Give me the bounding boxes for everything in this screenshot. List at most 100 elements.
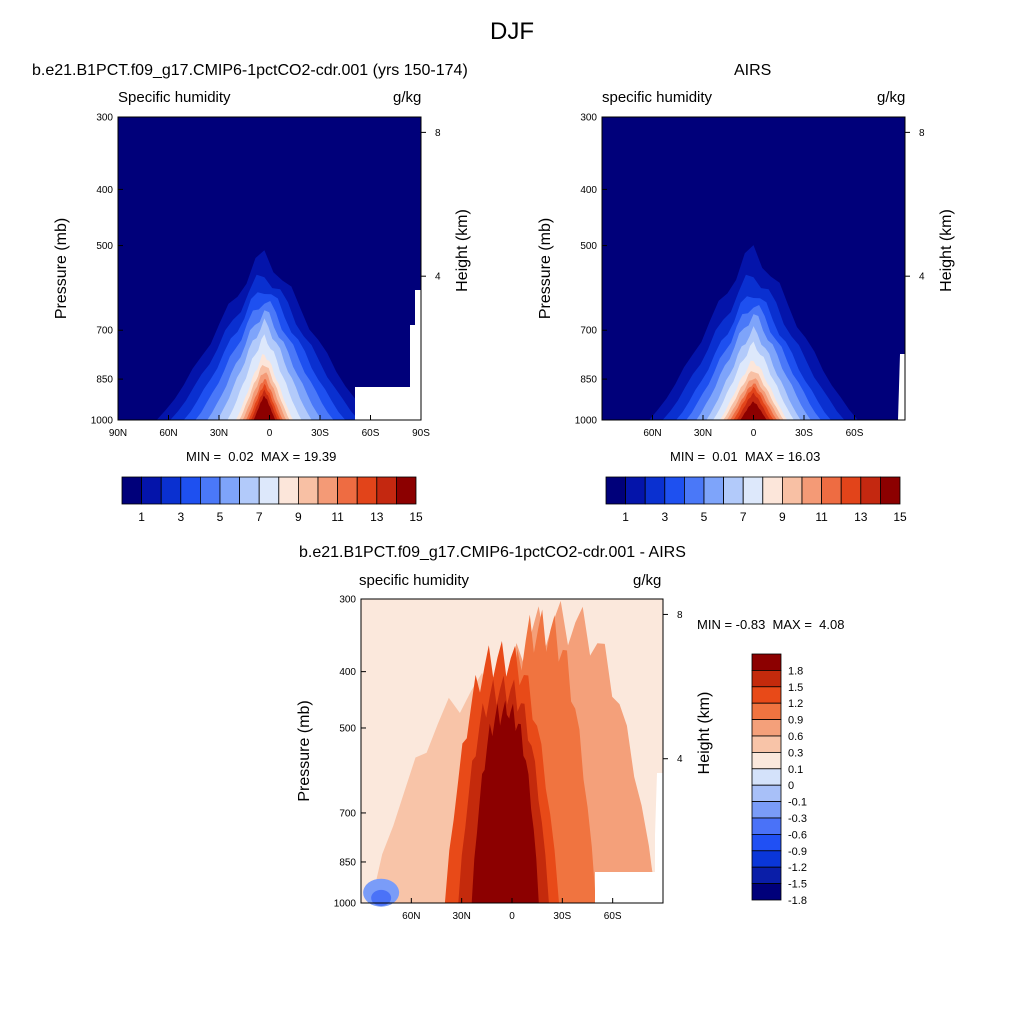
panel1-colorbar-label: 13 (370, 510, 384, 524)
panel3-colorbar-box (751, 653, 782, 671)
panel1-ytick-label: 1000 (91, 416, 114, 427)
panel3-colorbar-box (751, 834, 782, 852)
panel1-xtick-label: 60N (159, 428, 177, 439)
panel1-colorbar-box (121, 476, 143, 505)
panel1-colorbar-box (258, 476, 280, 505)
panel3-colorbar-label: -0.1 (788, 797, 807, 809)
panel1-colorbar-label: 1 (138, 510, 145, 524)
panel1-xtick-label: 30S (311, 428, 329, 439)
panel1-max-value: 19.39 (303, 449, 337, 464)
panel2-colorbar-label: 5 (701, 510, 708, 524)
panel3-max-label: MAX = (772, 617, 812, 632)
panel2-contour-level (740, 401, 767, 420)
panel2-colorbar-box (880, 476, 901, 505)
panel1-colorbar-label: 9 (295, 510, 302, 524)
panel3-colorbar-label: 0.6 (788, 731, 803, 743)
panel2-xtick-label: 0 (751, 428, 757, 439)
panel1-colorbar-label: 7 (256, 510, 263, 524)
panel1-ytick-label: 700 (96, 326, 113, 337)
panel3-negative-core (371, 889, 392, 906)
panel3-colorbar-box (751, 768, 782, 786)
panel3-colorbar-label: 0.1 (788, 764, 803, 776)
panel2-left-label: specific humidity (602, 89, 713, 106)
panel1-right-tick-label: 8 (435, 128, 441, 139)
panel2-title: AIRS (734, 62, 772, 79)
panel3-left-label: specific humidity (359, 572, 470, 589)
panel2-colorbar-label: 11 (815, 510, 828, 524)
panel2-colorbar-label: 13 (854, 510, 868, 524)
panel1-colorbar-label: 15 (409, 510, 423, 524)
panel3-xtick-label: 30S (553, 911, 571, 922)
panel2-min-value: 0.01 (712, 449, 738, 464)
panel2-ytick-label: 1000 (575, 416, 598, 427)
panel1-xtick-label: 0 (267, 428, 273, 439)
panel1-ytick-label: 850 (96, 375, 113, 386)
panel3-max-core (498, 712, 519, 877)
panel1-title: b.e21.B1PCT.f09_g17.CMIP6-1pctCO2-cdr.00… (32, 62, 468, 79)
panel2-right-tick-label: 4 (919, 272, 925, 283)
panel3-right-tick-label: 4 (677, 754, 683, 765)
panel1-colorbar-box (219, 476, 241, 505)
panel1-colorbar-box (141, 476, 162, 505)
panel2-colorbar-label: 7 (740, 510, 747, 524)
panel1-xtick-label: 90S (412, 428, 430, 439)
panel1-colorbar-box (180, 476, 201, 505)
panel2-colorbar-box (664, 476, 685, 505)
panel2-colorbar-label: 1 (622, 510, 629, 524)
panel3-ytick-label: 700 (339, 808, 356, 819)
panel2-plot (602, 117, 905, 420)
panel3-xtick-label: 0 (509, 911, 515, 922)
panel3-ytick-label: 300 (339, 595, 356, 606)
panel2-right-tick-label: 8 (919, 128, 925, 139)
panel3-colorbar-box (751, 883, 782, 901)
panel2-colorbar-box (840, 476, 862, 505)
panel1-colorbar-box (239, 476, 260, 505)
panel3-ytick-label: 400 (339, 667, 356, 678)
panel2-colorbar-box (801, 476, 823, 505)
panel1-colorbar-label: 11 (331, 510, 344, 524)
panel2-colorbar-label: 3 (661, 510, 668, 524)
panel1-colorbar-box (278, 476, 299, 505)
panel3-colorbar-label: -0.9 (788, 846, 807, 858)
panel1-colorbar-box (317, 476, 339, 505)
panel1-plot (118, 117, 421, 420)
panel2-colorbar-box (821, 476, 842, 505)
panel1-xtick-label: 90N (109, 428, 127, 439)
panel3-colorbar-box (751, 817, 782, 835)
panel3-colorbar-label: -0.6 (788, 829, 807, 841)
panel1-colorbar-label: 3 (177, 510, 184, 524)
panel3-colorbar-label: 1.8 (788, 665, 803, 677)
panel2-colorbar-box (762, 476, 783, 505)
panel2-ytick-label: 850 (580, 375, 597, 386)
panel3-xtick-label: 60S (604, 911, 622, 922)
panel1-colorbar-label: 5 (217, 510, 224, 524)
panel3-colorbar-label: 0.9 (788, 715, 803, 727)
panel1-min-label: MIN = (186, 449, 222, 464)
panel1-ytick-label: 300 (96, 113, 113, 124)
panel3-colorbar-box (751, 850, 782, 868)
panel1-colorbar-box (160, 476, 182, 505)
figure-title: DJF (490, 18, 534, 45)
panel1-missing-data (355, 290, 421, 420)
panel2-xtick-label: 30N (694, 428, 712, 439)
panel3-minmax: MIN = -0.83 MAX = 4.08 (697, 617, 844, 632)
panel3-colorbar-label: -1.5 (788, 879, 807, 891)
panel2-colorbar-box (703, 476, 725, 505)
panel1-ylabel: Pressure (mb) (53, 218, 70, 319)
panel3-colorbar-box (751, 702, 782, 721)
panel2-missing-data (898, 354, 905, 420)
panel3-min-value: -0.83 (735, 617, 766, 632)
panel3-xtick-label: 30N (452, 911, 470, 922)
panel2-xtick-label: 60N (643, 428, 661, 439)
panel3-colorbar-box (751, 866, 782, 885)
panel3-xtick-label: 60N (402, 911, 420, 922)
panel3-colorbar-box (751, 735, 782, 753)
panel3-plot (361, 599, 663, 907)
panel3-ytick-label: 500 (339, 723, 356, 734)
panel3-ylabel: Pressure (mb) (296, 700, 313, 801)
panel3-colorbar-box (751, 686, 782, 704)
panel1-units-label: g/kg (393, 89, 422, 106)
panel1-colorbar-box (395, 476, 417, 505)
panel2-colorbar-box (860, 476, 881, 505)
panel3-colorbar-label: 1.2 (788, 698, 803, 710)
